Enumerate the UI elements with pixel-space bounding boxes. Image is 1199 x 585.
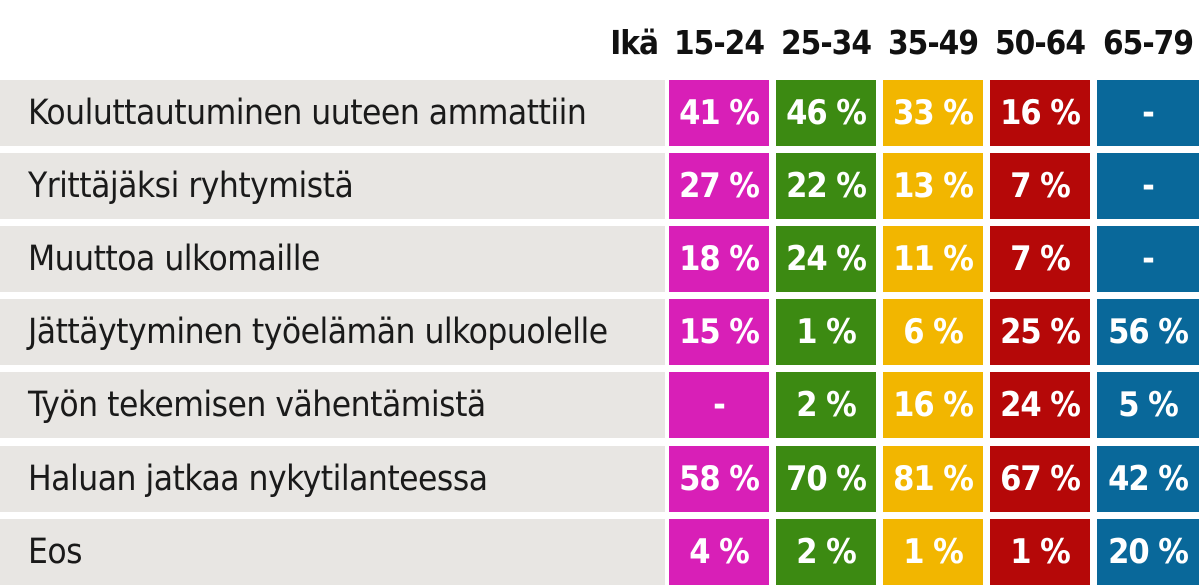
value-cell-65-79: 20 % bbox=[1097, 519, 1199, 585]
row-label: Haluan jatkaa nykytilanteessa bbox=[0, 446, 665, 512]
value-cell-65-79: - bbox=[1097, 226, 1199, 292]
table-row: Jättäytyminen työelämän ulkopuolelle 15 %… bbox=[0, 299, 1199, 365]
value-cell-25-34: 2 % bbox=[776, 372, 876, 438]
value-cell-65-79: - bbox=[1097, 80, 1199, 146]
value-cell-25-34: 70 % bbox=[776, 446, 876, 512]
table-row: Muuttoa ulkomaille 18 % 24 % 11 % 7 % - bbox=[0, 226, 1199, 292]
table-row: Kouluttautuminen uuteen ammattiin 41 % 46 … bbox=[0, 80, 1199, 146]
value-cell-35-49: 13 % bbox=[883, 153, 983, 219]
table-row: Eos 4 % 2 % 1 % 1 % 20 % bbox=[0, 519, 1199, 585]
row-label: Jättäytyminen työelämän ulkopuolelle bbox=[0, 299, 665, 365]
column-header-25-34: 25-34 bbox=[781, 23, 872, 62]
value-cell-50-64: 16 % bbox=[990, 80, 1090, 146]
table-header: Ikä 15-24 25-34 35-49 50-64 65-79 bbox=[0, 0, 1199, 80]
row-label: Yrittäjäksi ryhtymistä bbox=[0, 153, 665, 219]
value-cell-25-34: 2 % bbox=[776, 519, 876, 585]
value-cell-50-64: 7 % bbox=[990, 153, 1090, 219]
value-cell-15-24: 41 % bbox=[669, 80, 769, 146]
value-cell-15-24: 18 % bbox=[669, 226, 769, 292]
value-cell-25-34: 46 % bbox=[776, 80, 876, 146]
table-row: Yrittäjäksi ryhtymistä 27 % 22 % 13 % 7 % - bbox=[0, 153, 1199, 219]
row-label: Työn tekemisen vähentämistä bbox=[0, 372, 665, 438]
value-cell-25-34: 24 % bbox=[776, 226, 876, 292]
value-cell-50-64: 25 % bbox=[990, 299, 1090, 365]
column-header-15-24: 15-24 bbox=[674, 23, 765, 62]
value-cell-15-24: - bbox=[669, 372, 769, 438]
value-cell-15-24: 15 % bbox=[669, 299, 769, 365]
table-row: Haluan jatkaa nykytilanteessa 58 % 70 % 81 … bbox=[0, 446, 1199, 512]
column-header-65-79: 65-79 bbox=[1103, 23, 1194, 62]
value-cell-50-64: 67 % bbox=[990, 446, 1090, 512]
value-cell-65-79: - bbox=[1097, 153, 1199, 219]
value-cell-65-79: 5 % bbox=[1097, 372, 1199, 438]
value-cell-15-24: 58 % bbox=[669, 446, 769, 512]
value-cell-35-49: 33 % bbox=[883, 80, 983, 146]
value-cell-50-64: 24 % bbox=[990, 372, 1090, 438]
table-row: Työn tekemisen vähentämistä -2 % 16 % 24 % 5… bbox=[0, 372, 1199, 438]
value-cell-35-49: 81 % bbox=[883, 446, 983, 512]
value-cell-35-49: 16 % bbox=[883, 372, 983, 438]
value-cell-65-79: 42 % bbox=[1097, 446, 1199, 512]
value-cell-50-64: 1 % bbox=[990, 519, 1090, 585]
column-header-35-49: 35-49 bbox=[888, 23, 979, 62]
age-label: Ikä bbox=[610, 23, 659, 62]
column-header-50-64: 50-64 bbox=[995, 23, 1086, 62]
value-cell-25-34: 1 % bbox=[776, 299, 876, 365]
value-cell-50-64: 7 % bbox=[990, 226, 1090, 292]
value-cell-35-49: 11 % bbox=[883, 226, 983, 292]
value-cell-35-49: 1 % bbox=[883, 519, 983, 585]
value-cell-25-34: 22 % bbox=[776, 153, 876, 219]
value-cell-15-24: 4 % bbox=[669, 519, 769, 585]
row-label: Eos bbox=[0, 519, 665, 585]
row-label: Kouluttautuminen uuteen ammattiin bbox=[0, 80, 665, 146]
row-label: Muuttoa ulkomaille bbox=[0, 226, 665, 292]
value-cell-35-49: 6 % bbox=[883, 299, 983, 365]
value-cell-65-79: 56 % bbox=[1097, 299, 1199, 365]
value-cell-15-24: 27 % bbox=[669, 153, 769, 219]
